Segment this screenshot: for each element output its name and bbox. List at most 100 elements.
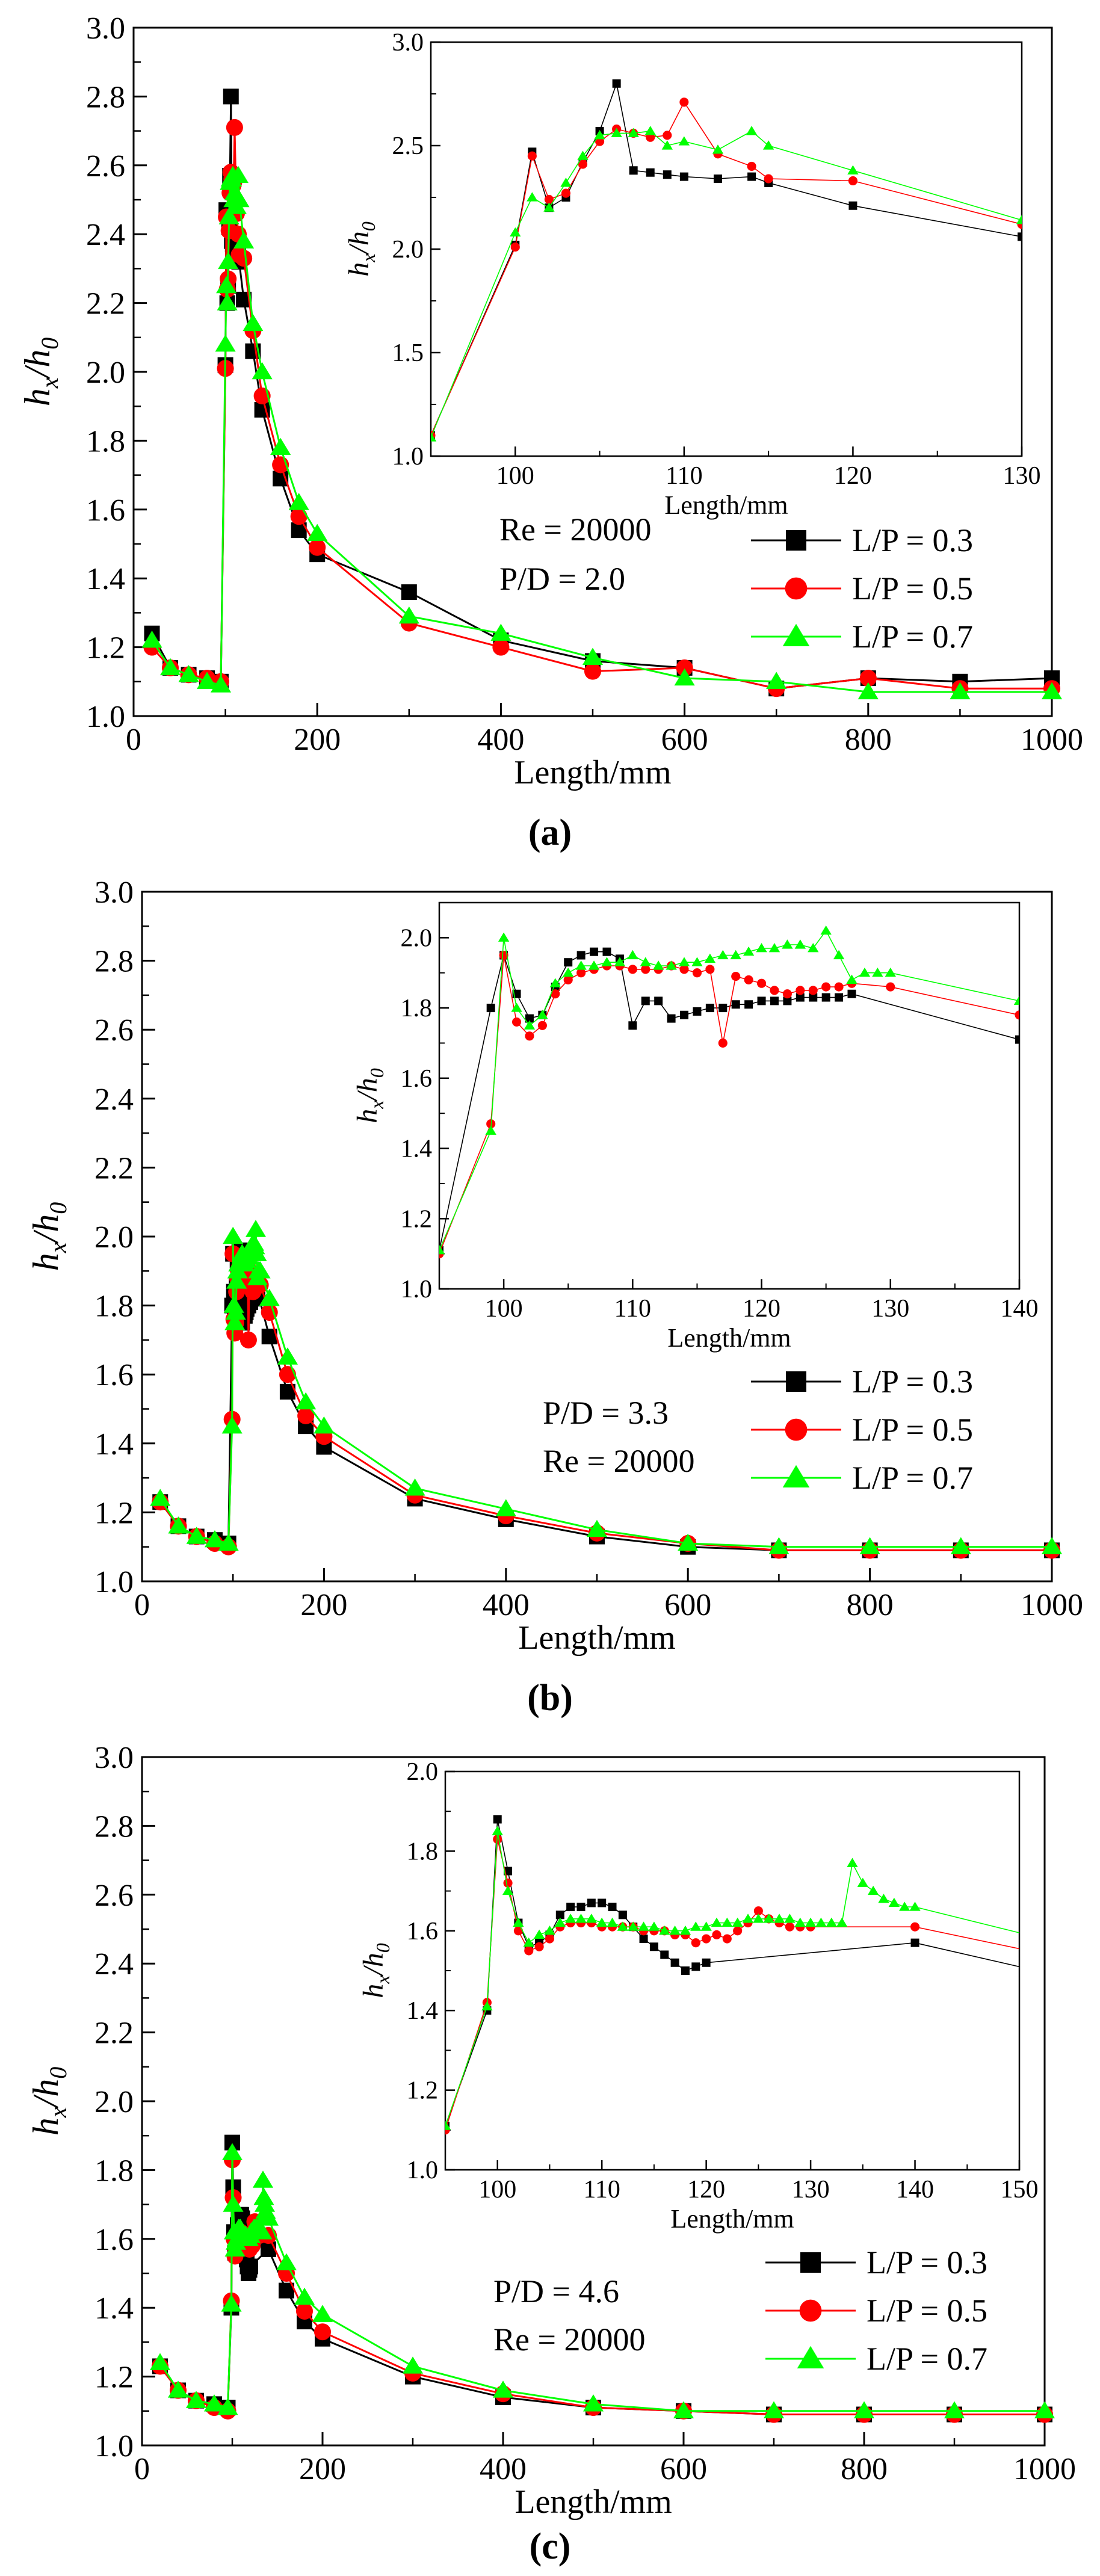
data-point — [223, 88, 239, 105]
inset-data-point — [744, 1000, 753, 1009]
inset-data-point — [722, 1934, 732, 1944]
x-tick-label: 400 — [483, 1588, 530, 1622]
inset-data-point — [872, 967, 883, 977]
data-point — [204, 1530, 226, 1548]
y-axis-label: hx/h0 — [17, 338, 63, 406]
data-point — [277, 1347, 298, 1365]
inset-data-point — [731, 972, 741, 981]
inset-data-point — [782, 939, 793, 949]
inset-data-point — [566, 1903, 575, 1912]
data-point — [186, 1527, 207, 1544]
annotation: P/D = 3.3 — [543, 1395, 669, 1431]
inset-y-axis-label-part: h — [357, 1984, 389, 1998]
inset-frame — [444, 1770, 1021, 2171]
y-tick-label: 1.4 — [94, 1427, 134, 1462]
inset-data-point — [654, 996, 663, 1005]
inset-y-tick-label: 1.4 — [407, 1997, 439, 2025]
inset-data — [439, 925, 1019, 1259]
x-tick-label: 200 — [300, 1588, 347, 1622]
data-point — [307, 524, 328, 542]
x-tick-label: 1000 — [1021, 723, 1083, 757]
inset-data-point — [667, 1014, 676, 1023]
inset-data-point — [1015, 1035, 1019, 1044]
inset-x-tick-label: 100 — [496, 462, 534, 490]
panel-label: (c) — [530, 2526, 571, 2567]
inset-y-tick-label: 2.0 — [392, 236, 424, 264]
data-point — [582, 2394, 604, 2412]
inset-x-tick-label: 100 — [485, 1295, 523, 1323]
data-point — [673, 2401, 694, 2418]
inset-data-point — [618, 1910, 627, 1920]
legend-marker — [786, 1371, 806, 1392]
inset-data-point — [523, 1937, 534, 1947]
data-point — [950, 682, 971, 700]
inset-data-point — [648, 1921, 660, 1931]
inset-x-tick-label: 130 — [871, 1295, 909, 1323]
inset-data-point — [598, 1898, 607, 1907]
y-tick-label: 1.8 — [86, 424, 125, 459]
inset-data-point — [611, 128, 622, 137]
data-point — [226, 119, 243, 136]
data-point — [295, 1392, 317, 1410]
data-point — [279, 1366, 296, 1383]
data-point — [853, 2401, 875, 2418]
data-point — [216, 276, 237, 294]
inset-data-point — [590, 947, 599, 956]
y-axis-label-part: x — [36, 377, 63, 389]
data-point — [1034, 2401, 1055, 2418]
data-point — [218, 252, 239, 270]
inset-data-point — [576, 968, 586, 978]
inset-data-point — [821, 993, 830, 1002]
inset-data-point — [808, 986, 818, 995]
y-tick-label: 2.6 — [86, 149, 125, 184]
y-tick-label: 1.4 — [86, 562, 125, 596]
inset-data-point — [796, 993, 805, 1002]
legend-label: L/P = 0.3 — [867, 2244, 987, 2281]
data-point — [288, 493, 309, 510]
legend-marker — [799, 2299, 822, 2322]
inset-data-point — [628, 128, 639, 137]
inset-series-3 — [445, 1826, 1019, 2130]
inset-y-axis-label-part: x — [366, 1101, 388, 1110]
y-axis-label-part: h — [17, 388, 57, 406]
inset-data-point — [764, 174, 773, 184]
inset-data-point — [513, 1926, 523, 1936]
inset-data-point — [815, 1917, 827, 1927]
inset-series-3 — [431, 126, 1022, 442]
inset-data-point — [628, 1921, 639, 1931]
legend-marker — [797, 2346, 824, 2368]
data-point — [295, 2302, 314, 2320]
y-tick-label: 3.0 — [86, 11, 125, 46]
inset-x-tick-label: 120 — [687, 2176, 725, 2204]
inset-data-point — [796, 986, 805, 995]
inset-data-point — [785, 1922, 794, 1932]
inset-data-point — [525, 1014, 534, 1023]
inset-data-point — [820, 925, 832, 935]
y-tick-label: 2.2 — [94, 1151, 134, 1185]
inset-data-point — [833, 950, 845, 960]
inset-data-point — [564, 1913, 576, 1923]
inset-data-point — [537, 1010, 548, 1019]
y-axis-label-part: 0 — [45, 2067, 72, 2079]
inset-data-point — [629, 166, 638, 175]
inset-data-point — [910, 1922, 920, 1932]
inset-y-tick-label: 1.5 — [392, 339, 424, 367]
inset-data-point — [527, 151, 537, 161]
data-point — [224, 1313, 246, 1330]
inset-y-tick-label: 1.0 — [401, 1276, 433, 1303]
annotation: P/D = 4.6 — [493, 2273, 619, 2309]
data-point — [678, 1533, 699, 1551]
y-tick-label: 1.2 — [94, 2361, 134, 2395]
inset-data-point — [773, 1913, 785, 1923]
data-point — [584, 663, 602, 680]
data-point — [859, 670, 877, 687]
inset-data-point — [848, 176, 857, 186]
inset-data-point — [563, 967, 574, 977]
inset-data-point — [431, 432, 437, 442]
inset-data-point — [717, 950, 729, 960]
inset-data-point — [498, 932, 510, 942]
inset-data-point — [493, 1815, 502, 1824]
inset-data-point — [756, 943, 767, 953]
inset-series-line — [431, 101, 1022, 436]
data-point — [221, 2143, 243, 2160]
